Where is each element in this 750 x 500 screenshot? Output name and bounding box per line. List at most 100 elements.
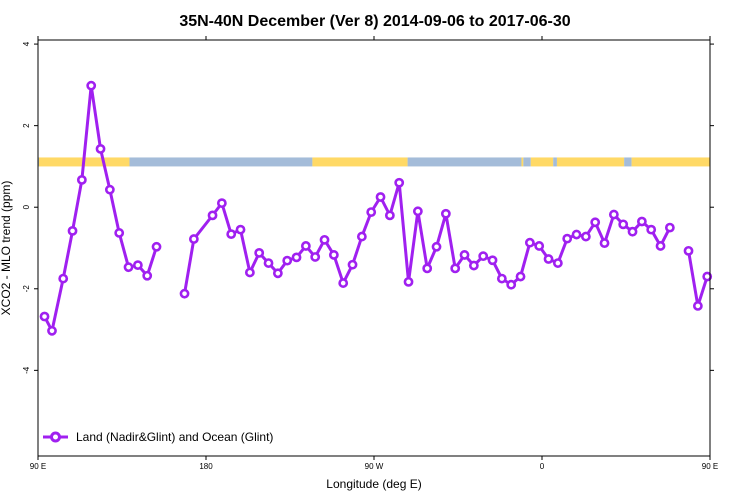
- data-point: [487, 255, 498, 266]
- data-point: [104, 184, 115, 195]
- data-point: [226, 229, 237, 240]
- ocean-band-segment: [624, 157, 632, 167]
- y-axis-label: XCO2 - MLO trend (ppm): [0, 181, 13, 316]
- data-point: [300, 241, 311, 251]
- ocean-band-segment: [407, 157, 522, 167]
- ocean-band-segment: [129, 157, 313, 167]
- data-point: [347, 259, 358, 270]
- data-point: [506, 279, 517, 290]
- data-point: [394, 177, 405, 188]
- data-point: [310, 252, 321, 262]
- legend-label: Land (Nadir&Glint) and Ocean (Glint): [76, 430, 273, 444]
- data-point: [412, 206, 423, 217]
- data-point: [142, 270, 153, 281]
- legend: Land (Nadir&Glint) and Ocean (Glint): [43, 430, 273, 444]
- y-tick-label: -4: [22, 366, 31, 374]
- y-tick-label: -2: [22, 285, 31, 293]
- land-band-segment: [312, 157, 408, 167]
- data-point: [664, 222, 675, 233]
- data-point: [375, 192, 386, 202]
- series-layer: [39, 80, 713, 336]
- data-point: [683, 245, 694, 256]
- data-point: [608, 209, 619, 220]
- data-point: [263, 258, 274, 268]
- x-tick-label: 0: [540, 462, 545, 471]
- data-point: [123, 262, 134, 273]
- data-point: [571, 229, 582, 240]
- land-ocean-band: [38, 157, 710, 167]
- data-point: [254, 247, 265, 258]
- land-band-segment: [530, 157, 554, 167]
- data-point: [627, 226, 638, 237]
- y-tick-label: 4: [22, 41, 31, 46]
- y-tick-label: 0: [22, 204, 31, 209]
- data-point: [235, 224, 246, 235]
- data-point: [188, 234, 199, 244]
- data-point: [646, 224, 657, 235]
- data-point: [599, 238, 610, 249]
- x-tick-label: 90 W: [365, 462, 384, 471]
- data-point: [422, 263, 433, 274]
- data-point: [39, 311, 50, 322]
- data-point: [151, 241, 162, 252]
- land-band-segment: [556, 157, 625, 167]
- legend-marker-swatch: [50, 431, 61, 443]
- data-point: [132, 260, 143, 271]
- data-point: [431, 241, 442, 252]
- data-point: [216, 198, 227, 209]
- x-tick-label: 180: [199, 462, 213, 471]
- data-point: [440, 208, 451, 219]
- x-axis: 90 E 180 90 W 0 90 E: [30, 36, 718, 471]
- data-point: [244, 267, 255, 278]
- data-point: [534, 241, 545, 251]
- data-point: [356, 231, 367, 242]
- data-point: [95, 143, 106, 154]
- data-point: [618, 219, 629, 230]
- data-point: [282, 255, 293, 266]
- data-point: [67, 225, 78, 236]
- data-point: [338, 278, 349, 288]
- data-point: [496, 273, 507, 284]
- data-point: [58, 273, 69, 284]
- data-point: [179, 288, 190, 299]
- land-band-segment: [631, 157, 710, 167]
- data-point: [319, 234, 330, 245]
- data-point: [114, 228, 125, 238]
- data-point: [636, 216, 647, 227]
- data-point: [86, 80, 97, 91]
- data-point: [515, 271, 526, 282]
- plot-frame: [37, 39, 711, 457]
- y-tick-label: 2: [22, 123, 31, 128]
- data-point: [76, 174, 87, 185]
- data-point: [207, 210, 218, 221]
- x-tick-label: 90 E: [30, 462, 46, 471]
- data-point: [580, 231, 591, 242]
- chart-title: 35N-40N December (Ver 8) 2014-09-06 to 2…: [179, 13, 570, 30]
- data-point: [562, 233, 573, 244]
- data-point: [524, 237, 535, 248]
- x-axis-label: Longitude (deg E): [326, 477, 421, 491]
- data-point: [590, 217, 601, 228]
- data-point: [328, 250, 339, 260]
- x-tick-label: 90 E: [702, 462, 718, 471]
- data-point: [450, 263, 461, 274]
- data-point: [366, 207, 377, 218]
- data-point: [291, 252, 302, 263]
- data-point: [702, 271, 713, 282]
- data-point: [384, 210, 395, 221]
- land-band-segment: [521, 157, 524, 167]
- series-line: [43, 84, 158, 333]
- data-point: [459, 250, 470, 260]
- data-point: [468, 260, 479, 271]
- data-point: [655, 241, 666, 251]
- series-line: [183, 181, 672, 294]
- ocean-band-segment: [553, 157, 557, 167]
- data-point: [552, 258, 563, 268]
- data-point: [47, 325, 57, 336]
- data-point: [272, 268, 283, 279]
- data-point: [403, 276, 414, 287]
- data-point: [543, 254, 554, 264]
- ocean-band-segment: [523, 157, 531, 167]
- y-axis: 4 2 0 -2 -4: [22, 41, 714, 374]
